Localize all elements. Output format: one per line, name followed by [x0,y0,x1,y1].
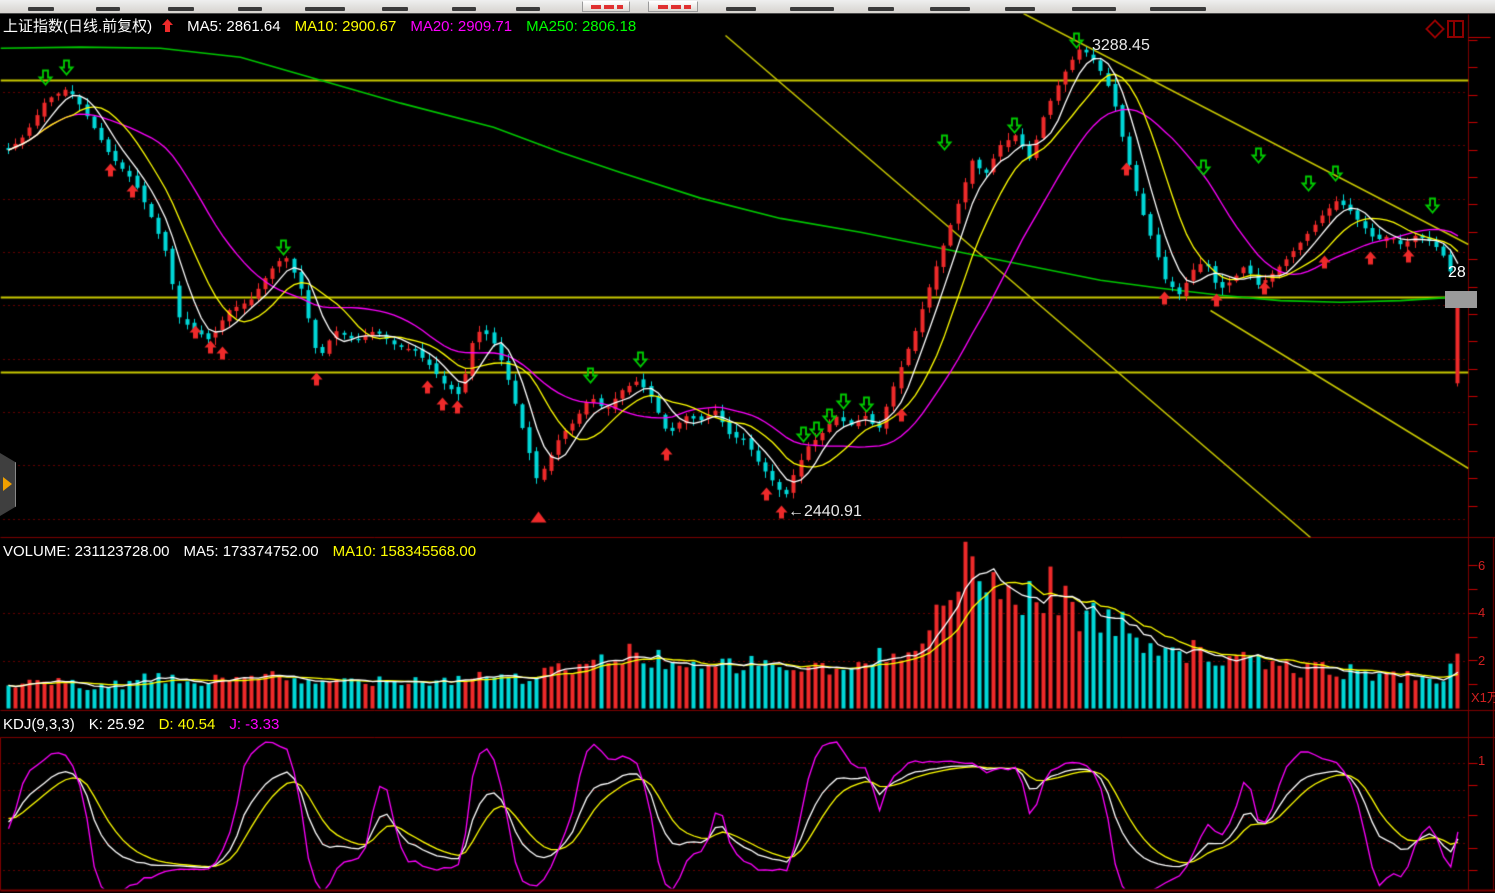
symbol-title: 上证指数(日线.前复权) [3,18,153,35]
kdj-header: KDJ(9,3,3) K: 25.92 D: 40.54 J: -3.33 [3,716,293,733]
expand-right-icon [3,477,12,491]
price-tag-text: 28 [1448,264,1466,281]
kdj-j-label: J: -3.33 [229,716,280,733]
volume-ma10-label: MA10: 158345568.00 [332,543,477,560]
current-price-tag [1445,291,1477,308]
volume-value-label: VOLUME: 231123728.00 [3,543,170,560]
volume-ma5-label: MA5: 173374752.00 [183,543,319,560]
kdj-d-label: D: 40.54 [158,716,216,733]
volume-header: VOLUME: 231123728.00 MA5: 173374752.00 MA1… [3,543,490,560]
peak-price-annotation: 3288.45 [1092,37,1150,54]
ma10-value-label: MA10: 2900.67 [294,18,397,35]
volume-axis-label-2: 2 [1478,653,1486,668]
kdj-k-label: K: 25.92 [88,716,145,733]
kdj-axis-label: 1 [1478,753,1486,768]
ma250-value-label: MA250: 2806.18 [526,18,637,35]
kdj-title: KDJ(9,3,3) [3,716,75,733]
main-chart-header: 上证指数(日线.前复权) MA5: 2861.64 MA10: 2900.67 MA2… [3,15,650,36]
up-arrow-icon [162,19,174,36]
trough-price-annotation: ←2440.91 [788,503,862,520]
ma5-value-label: MA5: 2861.64 [187,18,281,35]
ma20-value-label: MA20: 2909.71 [410,18,513,35]
volume-unit-label: X1万 [1471,690,1495,705]
split-window-icon[interactable] [1447,20,1464,38]
volume-axis-label-6: 6 [1478,558,1486,573]
volume-axis-label-4: 4 [1478,605,1486,620]
sidebar-flyout-handle[interactable] [0,453,16,516]
